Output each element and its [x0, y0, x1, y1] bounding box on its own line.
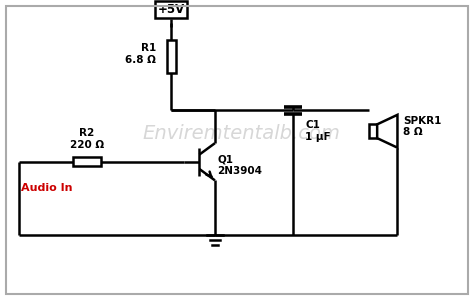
Text: Audio In: Audio In [21, 183, 73, 193]
Text: Enviremtentalb.com: Enviremtentalb.com [143, 124, 341, 143]
Bar [73, 157, 101, 167]
Bar [166, 40, 176, 72]
Text: +5V: +5V [158, 3, 185, 16]
Text: C1
1 μF: C1 1 μF [305, 120, 331, 142]
Text: Q1
2N3904: Q1 2N3904 [218, 155, 263, 176]
Polygon shape [377, 115, 398, 148]
Bar [369, 124, 377, 138]
Text: SPKR1
8 Ω: SPKR1 8 Ω [403, 116, 441, 137]
Text: R2
220 Ω: R2 220 Ω [70, 128, 104, 150]
Text: R1
6.8 Ω: R1 6.8 Ω [125, 43, 156, 65]
